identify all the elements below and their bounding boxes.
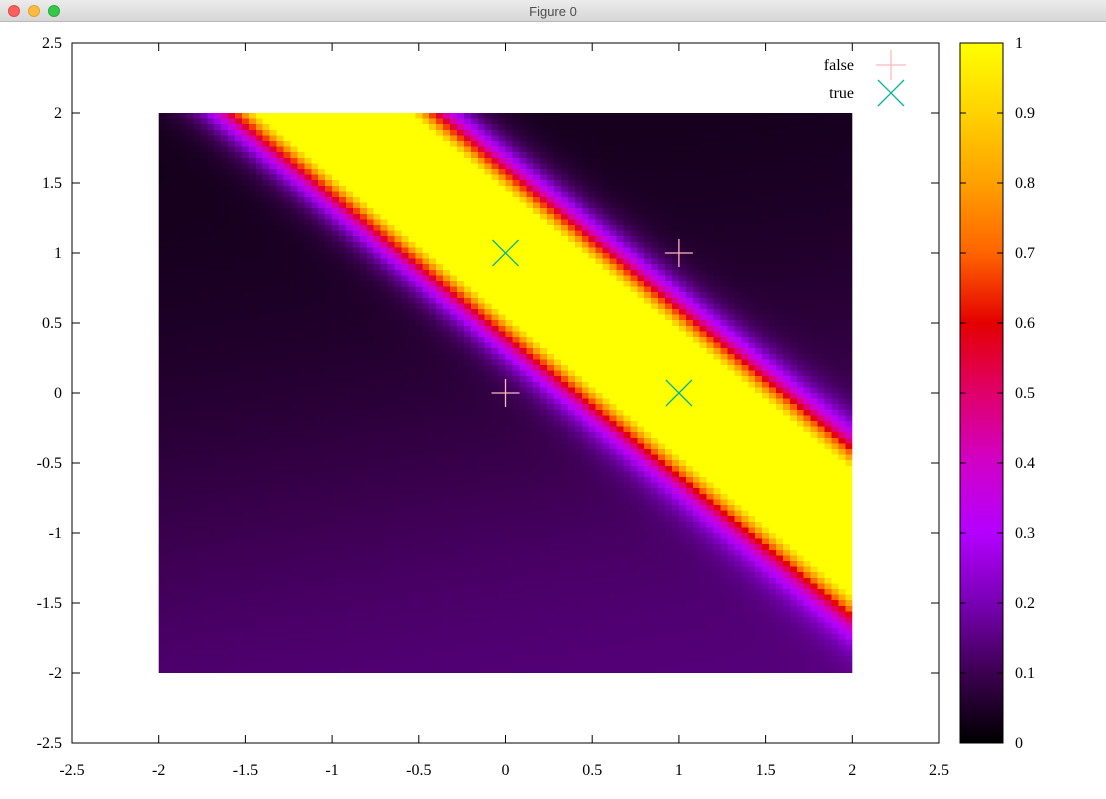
close-button[interactable] [8,5,20,17]
data-point-false [664,239,693,267]
y-tick-label: 2 [54,105,62,122]
y-tick-label: 2.5 [42,35,62,52]
colorbar-tick-label: 0.1 [1015,665,1035,682]
legend-label-true: true [829,85,854,102]
colorbar-tick-label: 0 [1015,735,1023,752]
y-axis: -2.5 -2 -1.5 -1 -0.5 0 0.5 1 1.5 2 2.5 [37,35,939,752]
window-title: Figure 0 [529,4,577,19]
colorbar-gradient [959,42,1004,744]
minimize-button[interactable] [28,5,40,17]
x-tick-label: 2.5 [929,762,949,779]
y-tick-label: -1 [49,525,62,542]
y-tick-label: -2.5 [37,735,62,752]
x-tick-label: -1 [325,762,338,779]
data-point-true [665,379,693,407]
x-tick-label: -1.5 [233,762,258,779]
x-tick-label: 0.5 [582,762,602,779]
y-tick-label: -2 [49,665,62,682]
colorbar-tick-label: 0.2 [1015,595,1035,612]
x-axis: -2.5 -2 -1.5 -1 -0.5 0 0.5 1 1.5 2 2.5 [59,43,949,779]
x-tick-label: 1.5 [756,762,776,779]
x-tick-label: -0.5 [406,762,431,779]
y-tick-label: 1.5 [42,175,62,192]
y-tick-label: 0 [54,385,62,402]
x-tick-label: -2 [152,762,165,779]
title-bar: Figure 0 [0,0,1106,22]
colorbar-tick-label: 0.7 [1015,245,1035,262]
x-tick-label: 1 [675,762,683,779]
colorbar-tick-label: 0.8 [1015,175,1035,192]
data-points [491,239,693,407]
y-tick-label: 1 [54,245,62,262]
legend-label-false: false [824,57,854,74]
legend-marker-false [876,50,906,80]
x-tick-label: 0 [502,762,510,779]
x-tick-label: -2.5 [59,762,84,779]
zoom-button[interactable] [48,5,60,17]
plot-canvas: -2.5 -2 -1.5 -1 -0.5 0 0.5 1 1.5 2 2.5 -2.5-2-1.5-… [37,35,1035,779]
colorbar-tick-label: 0.4 [1015,455,1035,472]
colorbar-tick-label: 0.9 [1015,105,1035,122]
y-tick-label: -1.5 [37,595,62,612]
y-tick-label: -0.5 [37,455,62,472]
legend: false true [824,50,906,107]
colorbar-tick-label: 1 [1015,35,1023,52]
data-point-true [492,239,519,267]
data-point-false [491,379,520,407]
y-tick-label: 0.5 [42,315,62,332]
colorbar-tick-label: 0.6 [1015,315,1035,332]
colorbar-tick-label: 0.3 [1015,525,1035,542]
colorbar-tick-label: 0.5 [1015,385,1035,402]
x-tick-label: 2 [848,762,856,779]
colorbar: 0 0.1 0.2 0.3 0.4 0.5 0.6 0.7 0.8 0.9 1 [959,35,1035,752]
legend-marker-true [877,79,905,107]
